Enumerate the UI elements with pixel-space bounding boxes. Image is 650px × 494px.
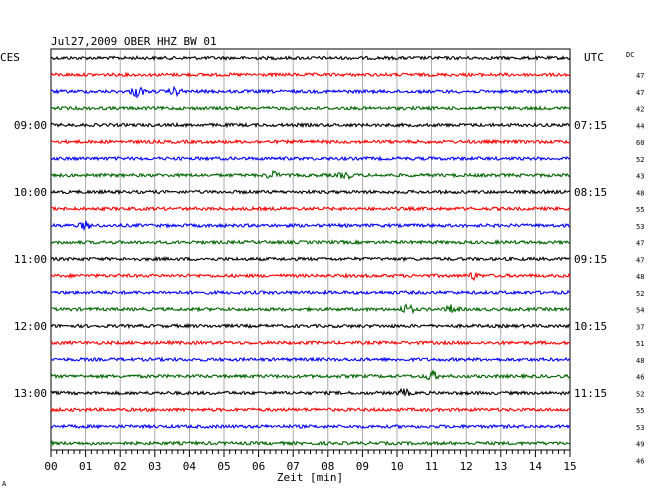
trace-4 bbox=[50, 105, 571, 112]
dc-value: 47 bbox=[636, 240, 644, 248]
trace-20 bbox=[50, 370, 571, 381]
right-time-label: 10:15 bbox=[574, 320, 607, 333]
trace-8 bbox=[50, 169, 571, 181]
trace-2 bbox=[50, 71, 571, 78]
dc-value: 47 bbox=[636, 89, 644, 97]
x-tick-label-11: 11 bbox=[425, 460, 438, 473]
dc-value: 55 bbox=[636, 407, 644, 415]
left-time-label: 12:00 bbox=[14, 320, 47, 333]
x-tick-label-02: 02 bbox=[114, 460, 127, 473]
x-axis-label: Zeit [min] bbox=[277, 471, 343, 484]
right-time-label: 11:15 bbox=[574, 387, 607, 400]
trace-21 bbox=[50, 387, 571, 397]
x-tick-label-10: 10 bbox=[390, 460, 403, 473]
dc-value: 54 bbox=[636, 307, 644, 315]
dc-value: 48 bbox=[636, 273, 644, 281]
trace-3 bbox=[51, 85, 571, 99]
trace-10 bbox=[50, 205, 571, 213]
dc-value: 42 bbox=[636, 106, 644, 114]
trace-16 bbox=[50, 303, 571, 315]
trace-14 bbox=[50, 271, 571, 282]
dc-value: 48 bbox=[636, 357, 644, 365]
trace-19 bbox=[50, 356, 571, 363]
right-time-label: 09:15 bbox=[574, 253, 607, 266]
dc-value: 49 bbox=[636, 441, 644, 449]
left-time-label: 13:00 bbox=[14, 387, 47, 400]
x-tick-label-08: 08 bbox=[321, 460, 334, 473]
dc-value: 37 bbox=[636, 323, 644, 331]
left-time-labels: 09:00 10:00 11:00 12:00 13:00 bbox=[14, 119, 47, 400]
dc-value: 55 bbox=[636, 206, 644, 214]
x-tick-label-03: 03 bbox=[148, 460, 161, 473]
x-tick-label-15: 15 bbox=[563, 460, 576, 473]
trace-15 bbox=[50, 289, 571, 296]
x-tick-label-06: 06 bbox=[252, 460, 265, 473]
left-time-label: 09:00 bbox=[14, 119, 47, 132]
trace-6 bbox=[50, 138, 571, 145]
dc-value: 51 bbox=[636, 340, 644, 348]
x-tick-label-14: 14 bbox=[529, 460, 543, 473]
footer-mark: A bbox=[2, 480, 7, 488]
trace-13 bbox=[50, 255, 571, 263]
right-time-label: 08:15 bbox=[574, 186, 607, 199]
right-time-label: 07:15 bbox=[574, 119, 607, 132]
trace-23 bbox=[50, 423, 571, 430]
x-tick-label-01: 01 bbox=[79, 460, 92, 473]
dc-value: 53 bbox=[636, 424, 644, 432]
dc-value: 47 bbox=[636, 72, 644, 80]
trace-11 bbox=[50, 220, 571, 232]
dc-value: 43 bbox=[636, 173, 644, 181]
trace-5 bbox=[50, 121, 570, 129]
dc-value: 52 bbox=[636, 290, 644, 298]
dc-value: 44 bbox=[636, 122, 644, 130]
trace-18 bbox=[50, 339, 571, 346]
trace-24 bbox=[50, 439, 571, 447]
trace-17 bbox=[50, 322, 571, 330]
x-axis-ticks: 00 01 02 03 04 05 06 07 08 09 10 11 12 13 14 15 bbox=[44, 450, 577, 473]
right-time-labels: 07:15 08:15 09:15 10:15 11:15 bbox=[574, 119, 607, 400]
dc-value: 60 bbox=[636, 139, 644, 147]
dc-value: 46 bbox=[636, 374, 644, 382]
trace-9 bbox=[50, 188, 571, 196]
x-tick-label-09: 09 bbox=[356, 460, 369, 473]
left-time-label: 10:00 bbox=[14, 186, 47, 199]
x-tick-label-07: 07 bbox=[287, 460, 300, 473]
trace-7 bbox=[50, 155, 571, 162]
minute-gridlines bbox=[85, 49, 536, 450]
left-axis-label: CES bbox=[0, 51, 20, 64]
chart-title: Jul27,2009 OBER HHZ BW 01 bbox=[51, 35, 217, 48]
right-axis-label: UTC bbox=[584, 51, 604, 64]
x-tick-label-12: 12 bbox=[460, 460, 473, 473]
x-tick-label-05: 05 bbox=[217, 460, 230, 473]
dc-value: 52 bbox=[636, 156, 644, 164]
x-tick-label-13: 13 bbox=[494, 460, 507, 473]
dc-value: 53 bbox=[636, 223, 644, 231]
dc-values: 47 47 42 44 60 52 43 48 55 53 47 47 48 52 54 37 51 48 46 52… bbox=[636, 72, 644, 465]
left-time-label: 11:00 bbox=[14, 253, 47, 266]
dc-label: DC bbox=[626, 51, 634, 59]
trace-22 bbox=[50, 406, 571, 413]
dc-value: 48 bbox=[636, 189, 644, 197]
dc-value: 47 bbox=[636, 256, 644, 264]
trace-1 bbox=[50, 55, 571, 61]
x-tick-label-04: 04 bbox=[183, 460, 197, 473]
dc-value: 52 bbox=[636, 390, 644, 398]
trace-12 bbox=[50, 239, 571, 246]
x-tick-label-00: 00 bbox=[44, 460, 57, 473]
seismogram-traces bbox=[50, 55, 571, 447]
dc-value: 46 bbox=[636, 457, 644, 465]
